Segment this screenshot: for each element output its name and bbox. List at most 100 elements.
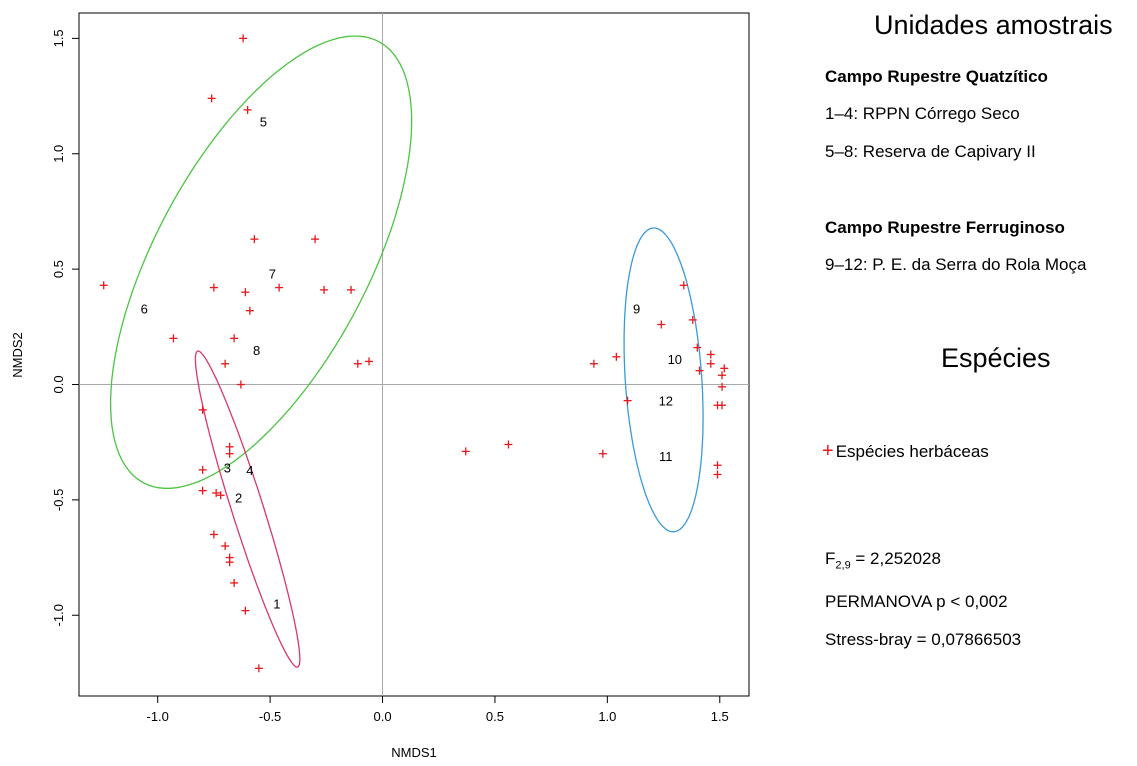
species-point — [275, 283, 284, 292]
species-point — [243, 105, 252, 114]
permanova-result: PERMANOVA p < 0,002 — [825, 592, 1008, 611]
y-axis-label: NMDS2 — [10, 332, 25, 378]
group2-title: Campo Rupestre Ferruginoso — [825, 218, 1065, 237]
y-tick-label: -0.5 — [51, 489, 66, 511]
species-point — [679, 281, 688, 290]
f-stat-letter: F — [825, 549, 836, 568]
species-point — [461, 447, 470, 456]
f-statistic: F2,9 = 2,252028 — [825, 549, 941, 571]
species-point — [207, 94, 216, 103]
x-axis: -1.0 -0.5 0.0 0.5 1.0 1.5 — [146, 696, 729, 724]
y-axis: -1.0 -0.5 0.0 0.5 1.0 1.5 — [51, 29, 79, 626]
species-point — [198, 465, 207, 474]
y-tick-label: 1.5 — [51, 29, 66, 47]
species-point — [236, 380, 245, 389]
species-point — [504, 440, 513, 449]
species-legend-entry: + Espécies herbáceas — [822, 440, 989, 463]
species-point — [241, 288, 250, 297]
species-point — [241, 606, 250, 615]
species-point — [688, 315, 697, 324]
group-ellipse — [623, 227, 704, 533]
species-point — [598, 449, 607, 458]
y-tick-label: 1.0 — [51, 145, 66, 163]
species-point — [230, 334, 239, 343]
site-label: 11 — [659, 449, 673, 464]
site-label: 12 — [659, 394, 673, 409]
species-point — [695, 366, 704, 375]
species-point — [720, 364, 729, 373]
species-points — [99, 34, 729, 673]
site-label: 4 — [246, 463, 253, 478]
f-stat-df: 2,9 — [835, 559, 851, 572]
group1-title: Campo Rupestre Quatzítico — [825, 67, 1048, 86]
group1-item: 1–4: RPPN Córrego Seco — [825, 104, 1020, 123]
species-point — [311, 235, 320, 244]
group-ellipse — [109, 35, 413, 489]
group-ellipses — [109, 35, 704, 668]
species-point — [230, 578, 239, 587]
plot-frame — [78, 12, 750, 697]
species-point — [693, 343, 702, 352]
y-tick-label: 0.0 — [51, 375, 66, 393]
species-point — [221, 359, 230, 368]
legend-title: Unidades amostrais — [874, 10, 1113, 40]
site-label: 8 — [253, 343, 260, 358]
species-point — [216, 491, 225, 500]
species-point — [239, 34, 248, 43]
species-point — [212, 488, 221, 497]
site-label: 9 — [633, 301, 640, 316]
species-point — [347, 285, 356, 294]
species-point — [713, 470, 722, 479]
species-point — [209, 530, 218, 539]
site-label: 1 — [273, 597, 280, 612]
species-point — [198, 486, 207, 495]
stress-value: Stress-bray = 0,07866503 — [825, 630, 1022, 649]
x-tick-label: 1.5 — [711, 709, 729, 724]
species-point — [245, 306, 254, 315]
species-point — [657, 320, 666, 329]
x-tick-label: -0.5 — [259, 709, 281, 724]
species-point — [221, 542, 230, 551]
species-point — [623, 396, 632, 405]
species-point — [713, 461, 722, 470]
site-label: 2 — [235, 491, 242, 506]
species-point — [169, 334, 178, 343]
species-point — [589, 359, 598, 368]
y-tick-label: 0.5 — [51, 260, 66, 278]
species-point — [612, 352, 621, 361]
species-point — [706, 350, 715, 359]
species-point — [320, 285, 329, 294]
species-point — [706, 359, 715, 368]
group2-item: 9–12: P. E. da Serra do Rola Moça — [825, 255, 1087, 274]
species-point — [250, 235, 259, 244]
x-tick-label: 0.0 — [373, 709, 391, 724]
x-tick-label: 0.5 — [486, 709, 504, 724]
f-stat-value: = 2,252028 — [850, 549, 941, 568]
species-point — [718, 382, 727, 391]
site-label: 10 — [668, 352, 682, 367]
x-axis-label: NMDS1 — [391, 745, 437, 760]
site-label: 5 — [260, 114, 267, 129]
species-point — [718, 401, 727, 410]
y-tick-label: -1.0 — [51, 604, 66, 626]
plus-marker-icon: + — [822, 440, 834, 462]
species-point — [718, 371, 727, 380]
site-label: 3 — [224, 461, 231, 476]
species-point — [198, 405, 207, 414]
x-tick-label: 1.0 — [598, 709, 616, 724]
species-point — [209, 283, 218, 292]
group1-item: 5–8: Reserva de Capivary II — [825, 142, 1036, 161]
species-point — [99, 281, 108, 290]
species-point — [225, 558, 234, 567]
site-label: 6 — [141, 301, 148, 316]
species-point — [225, 449, 234, 458]
species-legend-label: Espécies herbáceas — [835, 442, 989, 461]
species-point — [254, 664, 263, 673]
species-point — [353, 359, 362, 368]
group-ellipse — [194, 350, 301, 668]
reference-lines — [79, 13, 749, 696]
site-label: 7 — [269, 267, 276, 282]
species-title: Espécies — [941, 343, 1051, 373]
